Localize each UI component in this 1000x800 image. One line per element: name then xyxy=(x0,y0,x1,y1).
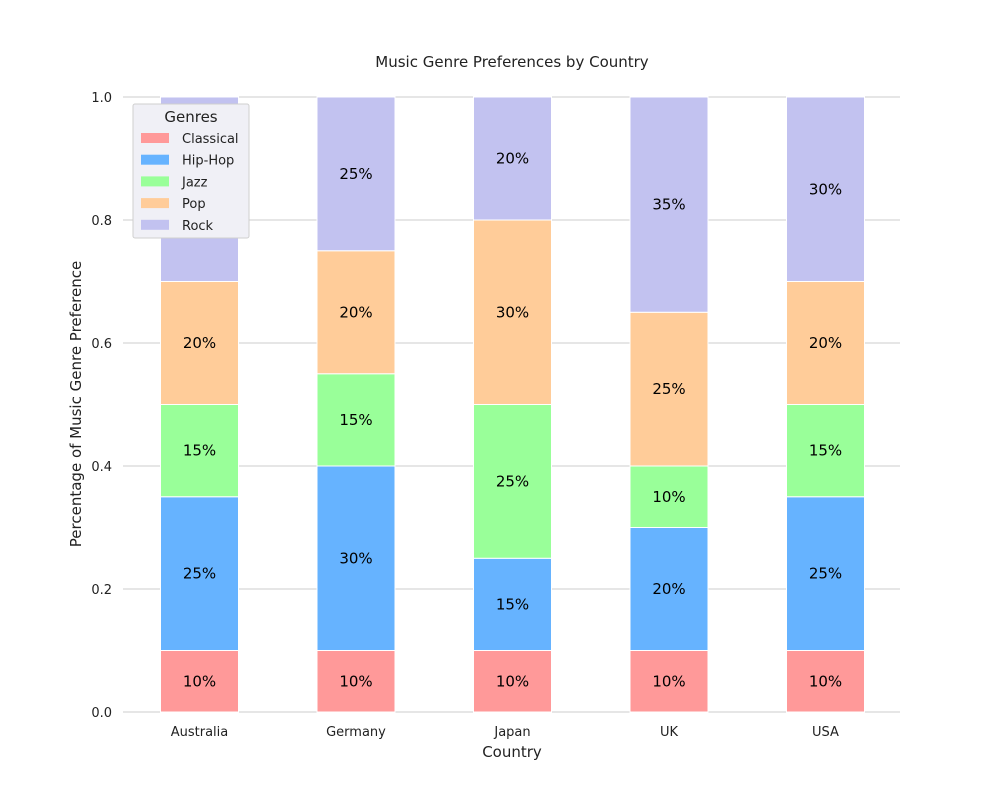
bar-value-label: 10% xyxy=(183,672,216,690)
legend-label: Pop xyxy=(182,197,206,212)
legend-label: Classical xyxy=(182,132,239,147)
bar-value-label: 20% xyxy=(809,334,842,352)
y-tick-label: 0.8 xyxy=(91,214,112,229)
bar-segment-jazz xyxy=(473,404,552,559)
bar-value-label: 30% xyxy=(809,180,842,198)
legend-swatch-classical xyxy=(141,133,169,143)
x-axis-label: Country xyxy=(482,743,542,761)
bar-value-label: 25% xyxy=(809,565,842,583)
bar-segment-classical xyxy=(316,650,396,713)
bar-value-label: 10% xyxy=(652,488,685,506)
bar-value-label: 20% xyxy=(652,580,685,598)
bar-labels-layer: 10% 25% 15% 20% 30% 10% 30% 15% 20% 25% 10% 15% 25% 3… xyxy=(183,150,842,691)
legend-label: Rock xyxy=(182,219,214,234)
legend-swatch-hip-hop xyxy=(141,154,169,165)
legend-label: Hip-Hop xyxy=(182,154,234,169)
x-tick-label: Japan xyxy=(493,725,530,740)
bar-value-label: 15% xyxy=(183,442,216,460)
bar-value-label: 10% xyxy=(496,672,529,690)
bar-segment-classical xyxy=(473,650,552,713)
bar-value-label: 10% xyxy=(809,672,842,690)
x-tick-label: UK xyxy=(660,725,679,740)
bar-segment-classical xyxy=(160,650,239,713)
legend-swatch-jazz xyxy=(141,176,169,187)
bar-value-label: 15% xyxy=(809,442,842,460)
bar-segment-rock xyxy=(473,96,552,221)
bar-value-label: 20% xyxy=(339,303,372,321)
bar-segment-hip-hop xyxy=(473,557,552,651)
bar-value-label: 30% xyxy=(339,549,372,567)
y-tick-label: 0.2 xyxy=(91,583,112,598)
bar-value-label: 25% xyxy=(183,565,216,583)
bar-segment-pop xyxy=(629,311,709,467)
y-tick-label: 0.4 xyxy=(91,460,112,475)
bar-segment-jazz xyxy=(160,404,239,498)
bar-segment-rock xyxy=(786,96,865,282)
bar-value-label: 20% xyxy=(183,334,216,352)
bar-segment-jazz xyxy=(786,404,865,498)
x-tick-label: Germany xyxy=(326,725,386,740)
bar-segment-classical xyxy=(629,650,709,713)
x-tick-label: Australia xyxy=(171,725,229,740)
bar-segment-hip-hop xyxy=(160,496,239,651)
bar-value-label: 10% xyxy=(339,672,372,690)
bar-value-label: 25% xyxy=(339,165,372,183)
legend-swatch-rock xyxy=(141,219,169,230)
bar-segment-rock xyxy=(316,96,396,252)
bar-segment-classical xyxy=(786,650,865,713)
x-tick-label: USA xyxy=(812,725,839,740)
y-tick-label: 0.0 xyxy=(91,706,112,721)
bar-segment-hip-hop xyxy=(786,496,865,651)
axes-layer: Music Genre Preferences by Country Count… xyxy=(67,53,839,761)
bar-segment-hip-hop xyxy=(316,465,396,651)
chart-title: Music Genre Preferences by Country xyxy=(375,53,649,71)
bar-segment-jazz xyxy=(316,373,396,467)
bar-value-label: 20% xyxy=(496,150,529,168)
bar-value-label: 30% xyxy=(496,303,529,321)
bar-value-label: 15% xyxy=(339,411,372,429)
bar-value-label: 35% xyxy=(652,196,685,214)
bar-value-label: 10% xyxy=(652,672,685,690)
bars-layer xyxy=(160,96,865,713)
bar-value-label: 25% xyxy=(652,380,685,398)
bar-segment-hip-hop xyxy=(629,527,709,651)
legend-title: Genres xyxy=(164,108,217,126)
legend-label: Jazz xyxy=(181,175,208,190)
y-axis-label: Percentage of Music Genre Preference xyxy=(67,261,85,547)
bar-segment-rock xyxy=(629,96,709,313)
y-tick-label: 0.6 xyxy=(91,337,112,352)
y-tick-label: 1.0 xyxy=(91,91,112,106)
bar-segment-pop xyxy=(316,250,396,375)
legend-swatch-pop xyxy=(141,198,169,209)
bar-value-label: 15% xyxy=(496,595,529,613)
bar-segment-pop xyxy=(473,219,552,405)
bar-value-label: 25% xyxy=(496,472,529,490)
legend: Genres Classical Hip-Hop Jazz Pop Rock xyxy=(132,103,250,239)
